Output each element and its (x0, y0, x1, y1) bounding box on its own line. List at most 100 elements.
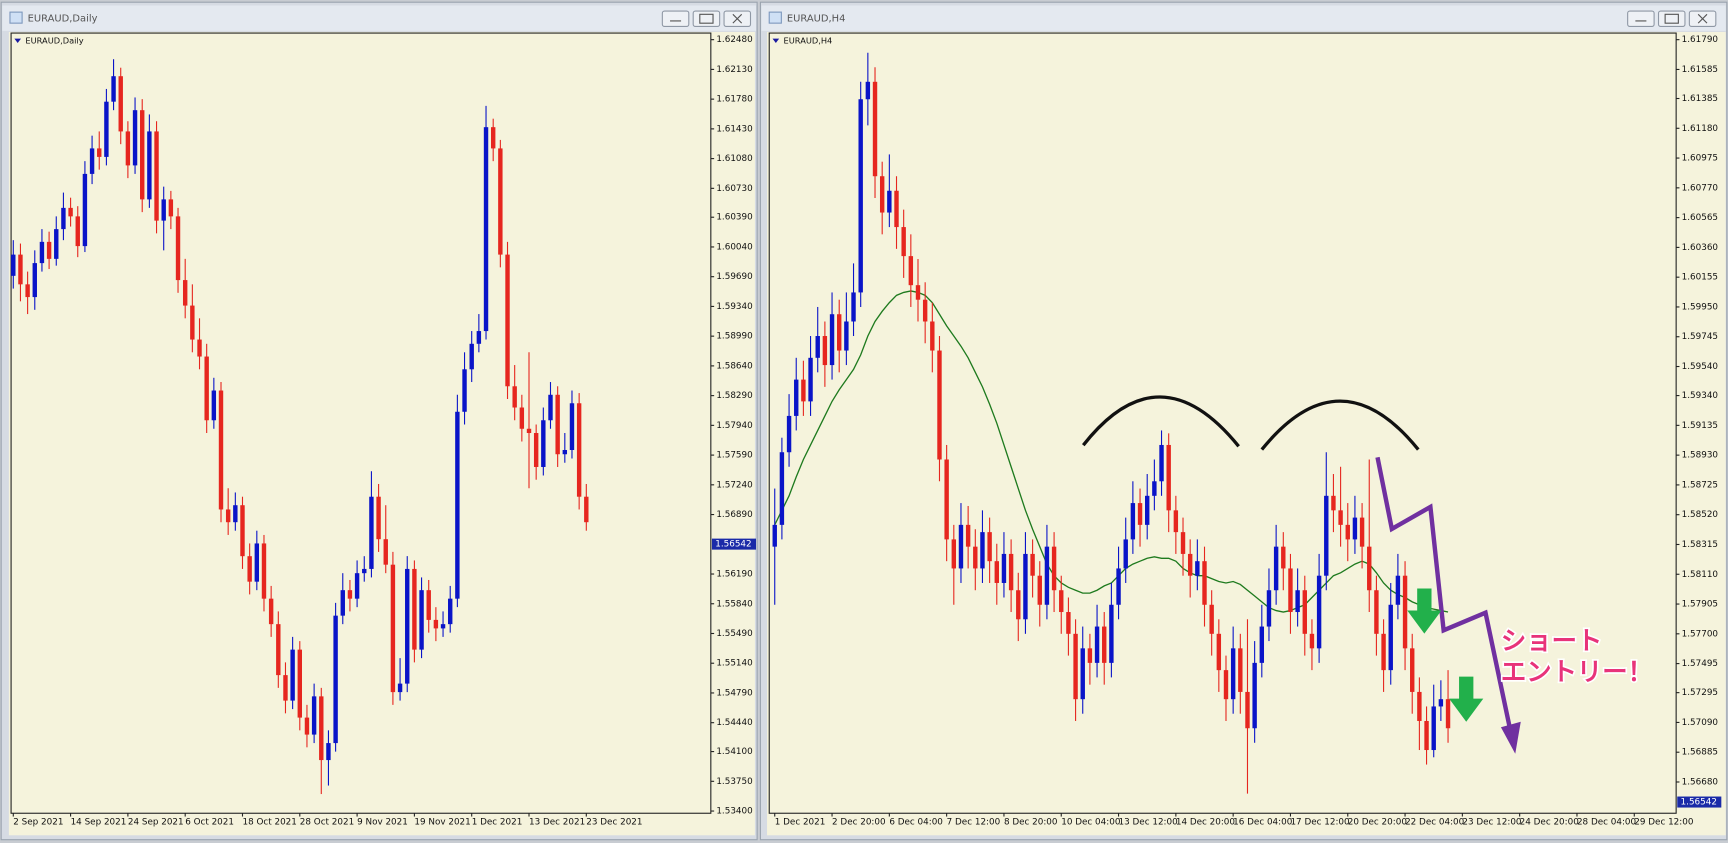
candle-body (476, 331, 482, 344)
x-tick-label: 29 Dec 12:00 (1634, 818, 1694, 828)
candle-body (25, 284, 30, 298)
shoulder-arc (1081, 395, 1240, 448)
candle-body (369, 496, 374, 569)
plot-frame (768, 32, 1677, 814)
candle-body (440, 624, 446, 629)
x-tick-label: 8 Dec 20:00 (1004, 818, 1058, 828)
y-tick-label: 1.59135 (1682, 421, 1718, 431)
x-tick-label: 6 Dec 04:00 (889, 818, 943, 828)
candle-body (1023, 553, 1028, 620)
candle-body (333, 615, 338, 744)
candle-body (1130, 503, 1136, 540)
projection-arrow (1375, 456, 1514, 734)
annotations: ショート エントリー！ (1081, 395, 1655, 754)
candle-body (1137, 503, 1143, 525)
title-bar[interactable] (761, 5, 1726, 31)
y-tick-label: 1.55840 (716, 599, 753, 609)
candle-body (1102, 626, 1107, 663)
candle-body (794, 379, 799, 416)
minimize-button[interactable] (1627, 10, 1655, 27)
maximize-button[interactable] (1657, 10, 1686, 27)
candle-body (490, 127, 496, 149)
candle-body (1145, 495, 1150, 525)
y-tick-label: 1.59340 (716, 302, 753, 312)
minimize-button[interactable] (661, 10, 690, 27)
candle-body (772, 524, 777, 547)
candle-body (1295, 590, 1300, 613)
candle-body (1259, 626, 1265, 663)
x-tick-label: 23 Dec 12:00 (1462, 818, 1522, 828)
candle-body (233, 505, 238, 523)
candle-body (1037, 575, 1042, 605)
candle-body (118, 76, 123, 132)
candle-body (347, 590, 353, 599)
y-tick-label: 1.60040 (716, 242, 753, 252)
window-icon (768, 11, 782, 24)
candle-body (851, 292, 856, 322)
candle-body (1152, 481, 1157, 496)
candle-body (111, 76, 116, 102)
y-tick-label: 1.58315 (1682, 540, 1718, 550)
candle-body (168, 199, 174, 217)
candle-body (412, 568, 417, 650)
button-glyphs (670, 13, 743, 24)
candle-body (1252, 662, 1257, 729)
candle-body (147, 131, 152, 200)
symbol-label: EURAUD,Daily (25, 35, 83, 45)
candle-body (218, 390, 224, 510)
candle-body (505, 254, 510, 387)
y-tick-label: 1.53400 (716, 807, 753, 817)
candle-body (154, 131, 159, 221)
y-tick-label: 1.58990 (716, 332, 753, 342)
candle-body (433, 619, 439, 629)
candle-body (268, 598, 274, 625)
x-tick-label: 7 Dec 12:00 (947, 818, 1001, 828)
y-tick-label: 1.54100 (716, 747, 753, 757)
candle-body (1195, 561, 1200, 576)
candle-body (1073, 633, 1078, 700)
candle-body (462, 369, 467, 412)
candle-body (569, 403, 575, 450)
down-arrow (1407, 588, 1442, 634)
y-tick-label: 1.55490 (716, 629, 753, 639)
y-tick-label: 1.57495 (1682, 659, 1718, 669)
candle-body (887, 190, 892, 213)
y-tick-label: 1.57905 (1682, 600, 1718, 610)
candle-body (426, 590, 431, 620)
x-tick-label: 14 Sep 2021 (71, 818, 127, 828)
current-price-label: 1.56542 (715, 540, 751, 550)
candle-body (89, 148, 95, 174)
candle-body (930, 321, 935, 351)
y-tick-label: 1.60155 (1682, 273, 1718, 283)
candle-body (584, 496, 589, 523)
x-tick-label: 17 Dec 12:00 (1290, 818, 1350, 828)
candle-body (844, 321, 849, 351)
candle-body (1016, 590, 1021, 620)
candle-body (383, 539, 388, 565)
candle-body (1066, 612, 1071, 634)
candle-body (182, 280, 188, 306)
y-tick-label: 1.60360 (1682, 243, 1719, 253)
candle-body (1238, 648, 1243, 692)
x-tick-label: 2 Dec 20:00 (832, 818, 886, 828)
x-tick-label: 28 Oct 2021 (300, 818, 354, 828)
y-tick-label: 1.59540 (1682, 362, 1719, 372)
candle-body (1001, 553, 1007, 583)
candle-body (311, 696, 317, 735)
title-bar[interactable] (2, 5, 757, 31)
candle-body (1338, 510, 1343, 525)
maximize-button[interactable] (692, 10, 721, 27)
y-tick-label: 1.61585 (1682, 65, 1718, 75)
chart-area (8, 31, 755, 836)
candle-body (11, 254, 16, 276)
candle-body (326, 743, 331, 761)
plot-frame (10, 32, 712, 814)
candle-body (1352, 517, 1358, 540)
x-tick-label: 19 Nov 2021 (414, 818, 470, 828)
candle-body (197, 339, 202, 357)
candle-body (390, 564, 396, 693)
candle-body (276, 624, 281, 676)
candle-body (448, 598, 453, 625)
candle-body (1431, 706, 1436, 751)
